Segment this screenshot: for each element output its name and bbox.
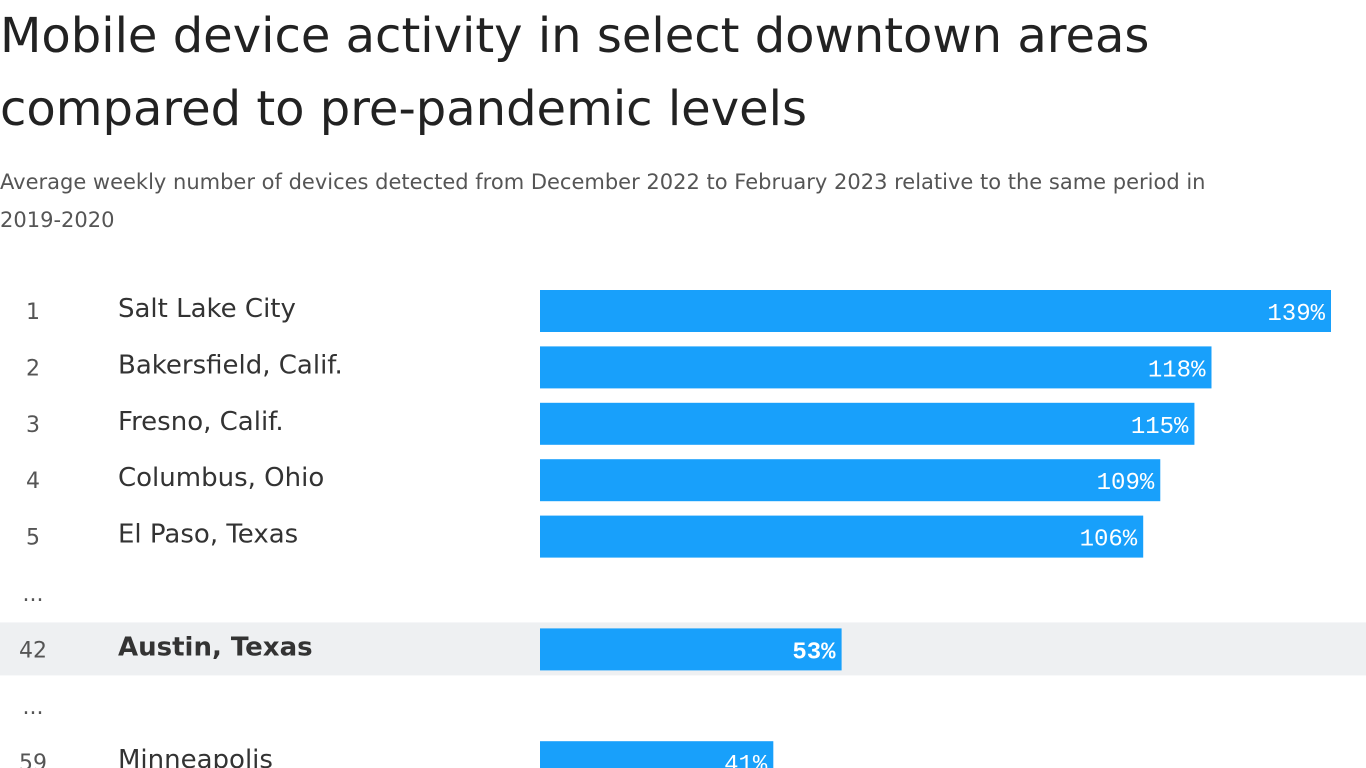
bar <box>540 628 842 671</box>
value-label: 109% <box>1097 470 1155 497</box>
row-label: Fresno, Calif. <box>118 407 284 437</box>
value-label: 115% <box>1131 414 1189 441</box>
row-label: Bakersfield, Calif. <box>118 350 343 380</box>
row-label: El Paso, Texas <box>118 520 298 550</box>
bar <box>540 741 774 768</box>
rank: 5 <box>26 526 40 551</box>
chart-title: compared to pre-pandemic levels <box>0 81 807 137</box>
row-label: Salt Lake City <box>118 294 296 324</box>
value-label: 118% <box>1148 357 1206 384</box>
bar <box>540 346 1212 389</box>
rank: 1 <box>26 300 40 325</box>
chart-title: Mobile device activity in select downtow… <box>0 8 1149 64</box>
row-label: Austin, Texas <box>118 632 313 662</box>
rank: ... <box>23 582 44 607</box>
chart-subtitle: 2019-2020 <box>0 208 114 232</box>
rank: 3 <box>26 413 40 438</box>
bar <box>540 459 1161 502</box>
bar <box>540 402 1195 445</box>
rank: 2 <box>26 356 40 381</box>
bar <box>540 515 1144 558</box>
value-label: 106% <box>1080 527 1138 554</box>
value-label: 139% <box>1267 301 1325 328</box>
rank: 4 <box>26 469 40 494</box>
row-label: Minneapolis <box>118 745 273 768</box>
bar <box>540 290 1331 332</box>
rank: 59 <box>19 751 47 768</box>
rank: ... <box>23 695 44 720</box>
row-label: Columbus, Ohio <box>118 463 324 493</box>
value-label: 41% <box>724 752 768 768</box>
chart-subtitle: Average weekly number of devices detecte… <box>0 170 1205 194</box>
rank: 42 <box>19 638 47 663</box>
value-label: 53% <box>792 639 836 666</box>
